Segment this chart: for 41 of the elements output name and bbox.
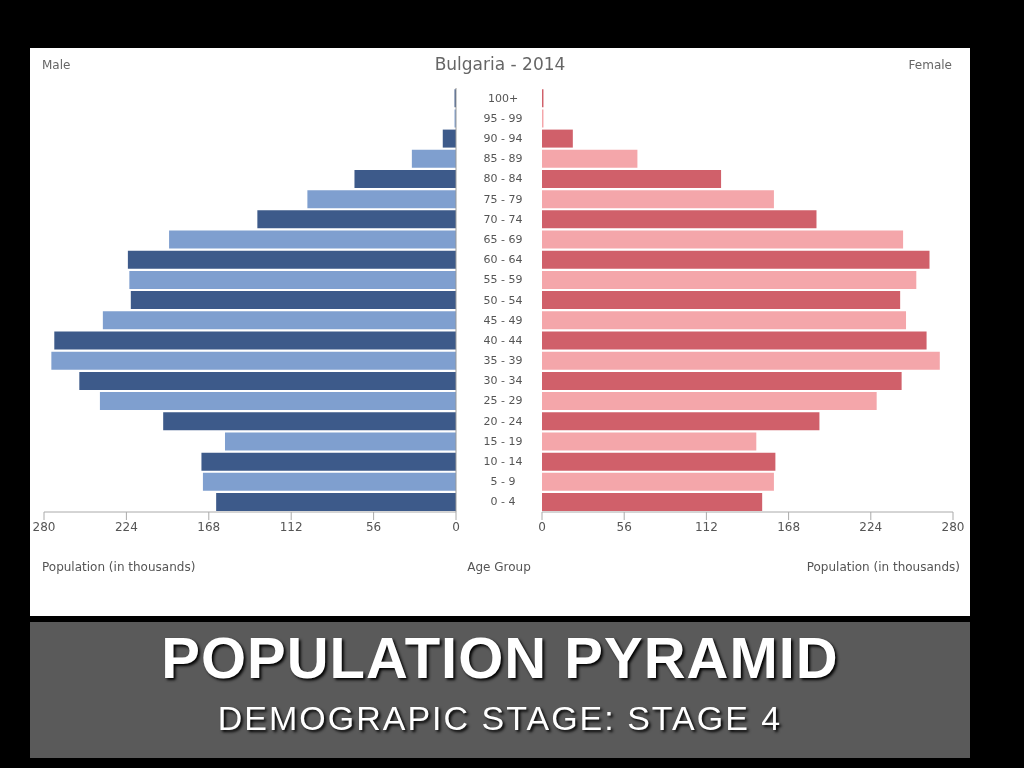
y-tick-label: 85 - 89 <box>483 152 523 166</box>
x-axis-title: Population (in thousands) <box>42 560 196 574</box>
x-tick-label: 168 <box>197 519 221 534</box>
y-tick-label: 20 - 24 <box>483 414 523 428</box>
y-tick-label: 65 - 69 <box>483 232 523 246</box>
y-tick-label: 100+ <box>487 91 519 105</box>
y-tick-label: 5 - 9 <box>490 475 516 489</box>
y-tick-label: 70 - 74 <box>483 212 523 226</box>
text: DEMOGRAPIC STAGE: STAGE 4 <box>216 698 784 739</box>
chart-title: Female <box>908 58 952 72</box>
x-tick-label: 280 <box>941 519 965 534</box>
x-tick-label: 56 <box>616 519 632 534</box>
x-tick-label: 280 <box>32 519 56 534</box>
y-tick-label: 15 - 19 <box>483 434 523 448</box>
x-tick-label: 112 <box>694 519 718 534</box>
y-tick-label: 10 - 14 <box>483 455 523 469</box>
text: POPULATION PYRAMID <box>160 624 840 692</box>
x-tick-label: 224 <box>114 519 138 534</box>
y-tick-label: 75 - 79 <box>483 192 523 206</box>
y-tick-label: 35 - 39 <box>483 354 523 368</box>
chart-title: Male <box>42 58 71 72</box>
y-tick-label: 25 - 29 <box>483 394 523 408</box>
y-tick-label: 50 - 54 <box>483 293 523 307</box>
text: Bulgaria - 2014 <box>433 54 567 74</box>
y-tick-label: 45 - 49 <box>483 313 523 327</box>
x-tick-label: 224 <box>859 519 883 534</box>
y-tick-label: 30 - 34 <box>483 374 523 388</box>
y-tick-label: 60 - 64 <box>483 253 523 267</box>
y-tick-label: 95 - 99 <box>483 111 523 125</box>
x-tick-label: 112 <box>279 519 303 534</box>
x-tick-label: 0 <box>452 519 460 534</box>
x-tick-label: 0 <box>538 519 546 534</box>
x-tick-label: 56 <box>365 519 382 534</box>
x-tick-label: 168 <box>777 519 801 534</box>
y-tick-label: 0 - 4 <box>490 495 516 509</box>
y-axis-title: Age Group <box>466 560 532 574</box>
x-axis-title: Population (in thousands) <box>806 560 960 574</box>
y-tick-label: 55 - 59 <box>483 273 523 287</box>
y-tick-label: 40 - 44 <box>483 333 523 347</box>
y-tick-label: 80 - 84 <box>483 172 523 186</box>
y-tick-label: 90 - 94 <box>483 131 523 145</box>
